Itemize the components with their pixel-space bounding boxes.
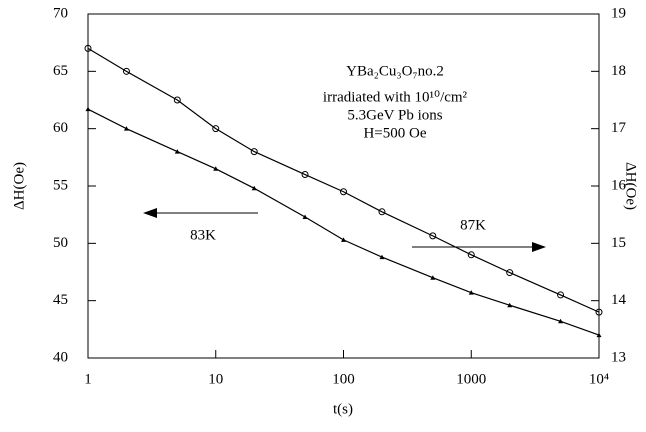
marker [429, 232, 437, 240]
marker [379, 254, 385, 260]
y2-tick-label: 16 [611, 177, 627, 193]
x-tick-label: 10 [208, 371, 223, 387]
series-line [87, 47, 600, 313]
marker [341, 237, 346, 242]
marker [467, 251, 475, 259]
x-tick-label: 1000 [456, 371, 486, 387]
marker [250, 148, 258, 156]
marker [595, 308, 603, 316]
y-tick-label: 40 [53, 349, 68, 365]
marker [557, 291, 565, 299]
annotation: H=500 Oe [363, 125, 426, 141]
marker [251, 185, 257, 191]
marker [122, 67, 130, 75]
x-axis-label: t(s) [333, 401, 353, 417]
y-tick-label: 65 [53, 63, 68, 79]
y-tick-label: 70 [53, 5, 68, 21]
marker [84, 44, 92, 52]
arrow-head [532, 242, 546, 252]
marker [174, 149, 180, 154]
marker [301, 171, 309, 179]
y-tick-label: 60 [53, 120, 68, 136]
marker [506, 269, 514, 277]
x-tick-label: 10⁴ [589, 371, 609, 387]
marker [173, 96, 181, 104]
plot-frame [87, 13, 600, 359]
y-axis-label: ΔH(Oe) [11, 162, 27, 210]
y2-tick-label: 14 [611, 292, 627, 308]
series-label: 83K [190, 227, 216, 243]
marker [340, 188, 347, 196]
marker [123, 126, 129, 131]
y2-tick-label: 17 [611, 120, 627, 136]
annotation: 5.3GeV Pb ions [347, 107, 442, 123]
y2-tick-label: 19 [611, 5, 626, 21]
y2-axis-label: ΔH(Oe) [623, 162, 639, 210]
marker [430, 275, 436, 280]
series-line [87, 108, 600, 336]
marker [596, 332, 602, 338]
marker [378, 208, 386, 216]
marker [302, 214, 308, 219]
y2-tick-label: 13 [611, 349, 626, 365]
y-tick-label: 50 [53, 235, 68, 251]
marker [558, 318, 564, 324]
x-tick-label: 1 [84, 371, 92, 387]
y-tick-label: 55 [53, 177, 68, 193]
y2-tick-label: 18 [611, 63, 626, 79]
marker [85, 106, 91, 112]
marker [507, 302, 513, 308]
annotation: irradiated with 10¹⁰/cm² [323, 89, 468, 105]
series-label: 87K [460, 217, 486, 233]
x-tick-label: 100 [332, 371, 355, 387]
y2-tick-label: 15 [611, 235, 626, 251]
marker [212, 125, 220, 133]
y-tick-label: 45 [53, 292, 68, 308]
annotation: YBa₂Cu₃O₇no.2 [346, 63, 444, 79]
marker [213, 166, 219, 171]
marker [468, 290, 474, 295]
arrow-head [143, 208, 157, 218]
